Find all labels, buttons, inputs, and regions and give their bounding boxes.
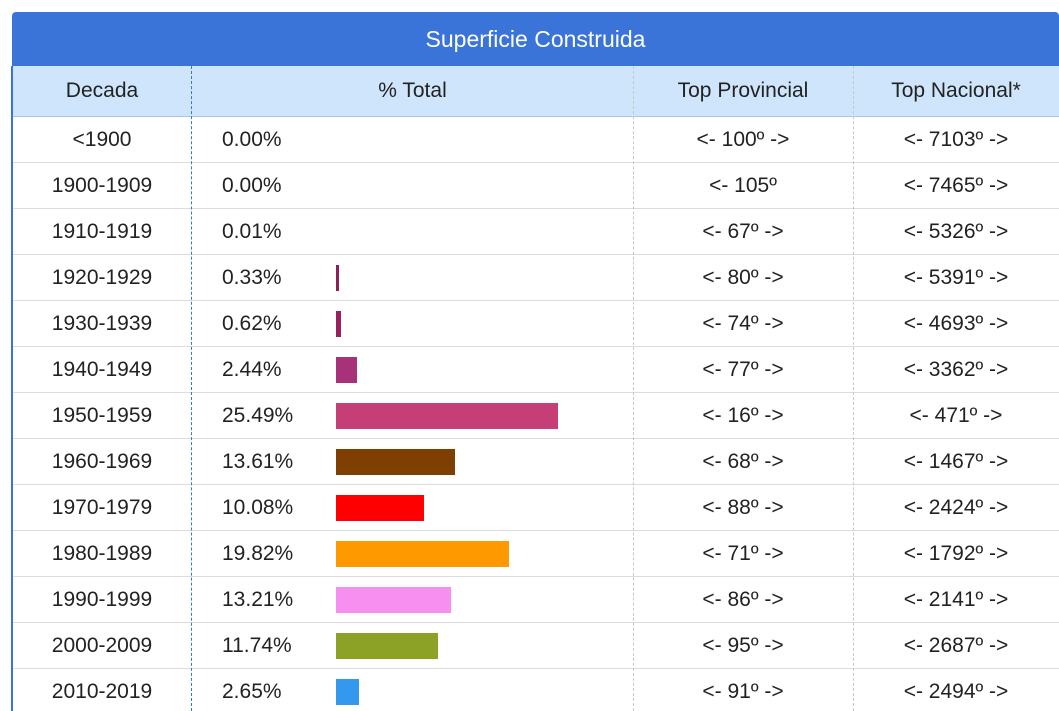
column-separator bbox=[633, 66, 634, 711]
national-cell: <- 5326º -> bbox=[903, 220, 1009, 243]
provincial-cell: <- 105º bbox=[709, 174, 777, 197]
national-cell: <- 4693º -> bbox=[903, 312, 1009, 335]
decade-cell: <1900 bbox=[72, 128, 132, 151]
table-row: 1940-1949 2.44% <- 77º -> <- 3362º -> bbox=[12, 347, 1059, 393]
decade-cell: 1960-1969 bbox=[51, 450, 153, 473]
percent-cell: 13.61% bbox=[222, 450, 294, 473]
table-row: 1980-1989 19.82% <- 71º -> <- 1792º -> bbox=[12, 531, 1059, 577]
decade-cell: 2000-2009 bbox=[51, 634, 153, 657]
table-border bbox=[11, 66, 13, 711]
percent-cell: 0.00% bbox=[222, 174, 282, 197]
table-row: 1900-1909 0.00% <- 105º <- 7465º -> bbox=[12, 163, 1059, 209]
percent-cell: 10.08% bbox=[222, 496, 294, 519]
national-cell: <- 1467º -> bbox=[903, 450, 1009, 473]
national-cell: <- 471º -> bbox=[909, 404, 1003, 427]
national-cell: <- 1792º -> bbox=[903, 542, 1009, 565]
decade-cell: 1940-1949 bbox=[51, 358, 153, 381]
decade-cell: 1980-1989 bbox=[51, 542, 153, 565]
table-row: 2000-2009 11.74% <- 95º -> <- 2687º -> bbox=[12, 623, 1059, 669]
table-row: 1930-1939 0.62% <- 74º -> <- 4693º -> bbox=[12, 301, 1059, 347]
provincial-cell: <- 100º -> bbox=[696, 128, 790, 151]
percent-cell: 25.49% bbox=[222, 404, 294, 427]
provincial-cell: <- 80º -> bbox=[702, 266, 784, 289]
table-row: 1990-1999 13.21% <- 86º -> <- 2141º -> bbox=[12, 577, 1059, 623]
header-cell: Top Nacional* bbox=[891, 79, 1021, 102]
percent-cell: 0.33% bbox=[222, 266, 282, 289]
percent-cell: 2.65% bbox=[222, 680, 282, 703]
percent-bar bbox=[336, 541, 509, 567]
table-row: 1960-1969 13.61% <- 68º -> <- 1467º -> bbox=[12, 439, 1059, 485]
percent-bar bbox=[336, 587, 452, 613]
decade-cell: 1910-1919 bbox=[51, 220, 153, 243]
table-row: 1970-1979 10.08% <- 88º -> <- 2424º -> bbox=[12, 485, 1059, 531]
percent-bar bbox=[336, 403, 559, 429]
provincial-cell: <- 95º -> bbox=[702, 634, 784, 657]
percent-bar bbox=[336, 495, 424, 521]
percent-cell: 19.82% bbox=[222, 542, 294, 565]
decade-cell: 1900-1909 bbox=[51, 174, 153, 197]
provincial-cell: <- 68º -> bbox=[702, 450, 784, 473]
table-row: 1910-1919 0.01% <- 67º -> <- 5326º -> bbox=[12, 209, 1059, 255]
column-separator bbox=[853, 66, 854, 711]
provincial-cell: <- 67º -> bbox=[702, 220, 784, 243]
decade-cell: 2010-2019 bbox=[51, 680, 153, 703]
table-title: Superficie Construida bbox=[12, 12, 1059, 66]
percent-bar bbox=[336, 265, 339, 291]
provincial-cell: <- 71º -> bbox=[702, 542, 784, 565]
decade-cell: 1930-1939 bbox=[51, 312, 153, 335]
provincial-cell: <- 16º -> bbox=[702, 404, 784, 427]
national-cell: <- 2687º -> bbox=[903, 634, 1009, 657]
decade-cell: 1970-1979 bbox=[51, 496, 153, 519]
provincial-cell: <- 88º -> bbox=[702, 496, 784, 519]
decade-cell: 1990-1999 bbox=[51, 588, 153, 611]
percent-cell: 0.01% bbox=[222, 220, 282, 243]
national-cell: <- 3362º -> bbox=[903, 358, 1009, 381]
decade-cell: 1950-1959 bbox=[51, 404, 153, 427]
table-row: <1900 0.00% <- 100º -> <- 7103º -> bbox=[12, 117, 1059, 163]
column-separator bbox=[191, 66, 192, 711]
table-row: 1950-1959 25.49% <- 16º -> <- 471º -> bbox=[12, 393, 1059, 439]
percent-cell: 2.44% bbox=[222, 358, 282, 381]
percent-cell: 11.74% bbox=[222, 634, 292, 657]
provincial-cell: <- 86º -> bbox=[702, 588, 784, 611]
national-cell: <- 2141º -> bbox=[903, 588, 1009, 611]
header-cell: % Total bbox=[378, 79, 447, 102]
percent-cell: 13.21% bbox=[222, 588, 294, 611]
decade-cell: 1920-1929 bbox=[51, 266, 153, 289]
provincial-cell: <- 77º -> bbox=[702, 358, 784, 381]
percent-bar bbox=[336, 311, 342, 337]
national-cell: <- 7465º -> bbox=[903, 174, 1009, 197]
percent-bar bbox=[336, 679, 360, 705]
national-cell: <- 2494º -> bbox=[903, 680, 1009, 703]
provincial-cell: <- 74º -> bbox=[702, 312, 784, 335]
national-cell: <- 5391º -> bbox=[903, 266, 1009, 289]
percent-bar bbox=[336, 357, 358, 383]
percent-bar bbox=[336, 633, 439, 659]
national-cell: <- 2424º -> bbox=[903, 496, 1009, 519]
percent-cell: 0.62% bbox=[222, 312, 282, 335]
national-cell: <- 7103º -> bbox=[903, 128, 1009, 151]
table-row: 1920-1929 0.33% <- 80º -> <- 5391º -> bbox=[12, 255, 1059, 301]
table-row: 2010-2019 2.65% <- 91º -> <- 2494º -> bbox=[12, 669, 1059, 711]
header-cell: Decada bbox=[65, 79, 139, 102]
provincial-cell: <- 91º -> bbox=[702, 680, 784, 703]
header-cell: Top Provincial bbox=[677, 79, 809, 102]
percent-bar bbox=[336, 449, 455, 475]
percent-cell: 0.00% bbox=[222, 128, 282, 151]
header-row: Decada % Total Top Provincial Top Nacion… bbox=[12, 66, 1059, 117]
